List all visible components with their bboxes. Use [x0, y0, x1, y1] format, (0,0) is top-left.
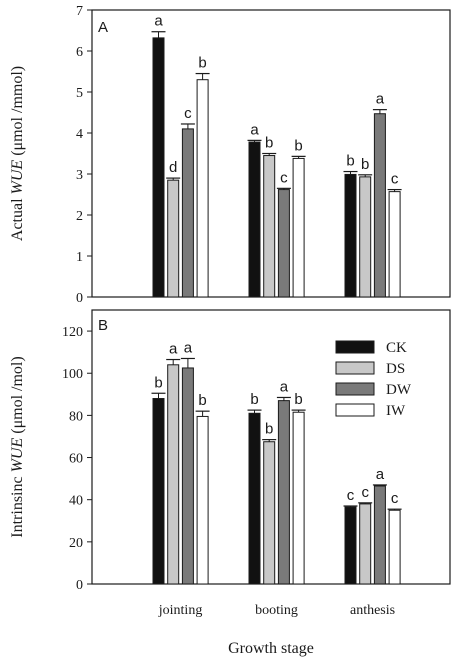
- legend-label-DS: DS: [386, 361, 405, 377]
- sig-letter-a-DW-jointing: c: [184, 105, 192, 122]
- y-axis-title-b: Intrinsinc WUE (μmol /mol): [9, 356, 26, 537]
- sig-letter-b-DW-anthesis: a: [376, 466, 385, 483]
- bar-b-DW-booting: [277, 400, 290, 585]
- y-tick-label-b-2: 40: [69, 494, 83, 509]
- category-label-booting: booting: [255, 603, 298, 618]
- bar-a-DS-booting: [263, 155, 276, 298]
- sig-letter-b-DS-anthesis: c: [361, 484, 369, 501]
- sig-letter-b-IW-booting: b: [294, 391, 302, 408]
- y-tick-label-b-5: 100: [62, 367, 83, 382]
- y-tick-label-b-0: 0: [76, 578, 83, 593]
- bar-b-DS-booting: [263, 441, 276, 585]
- legend-swatch-CK: [335, 340, 375, 354]
- bar-a-IW-anthesis: [388, 191, 401, 298]
- sig-letter-b-DW-booting: a: [280, 378, 289, 395]
- sig-letter-a-IW-booting: b: [294, 137, 302, 154]
- bar-b-DS-jointing: [167, 364, 180, 585]
- bar-b-DW-anthesis: [373, 485, 386, 585]
- bar-a-IW-jointing: [196, 79, 209, 298]
- panel-label-b: B: [98, 317, 108, 334]
- bar-a-DW-anthesis: [373, 113, 386, 298]
- sig-letter-b-DS-jointing: a: [169, 341, 178, 358]
- legend-swatch-DS: [335, 361, 375, 375]
- y-tick-label-a-6: 6: [76, 45, 83, 60]
- legend-label-IW: IW: [386, 403, 406, 419]
- bar-b-DW-jointing: [181, 367, 194, 585]
- y-tick-label-a-7: 7: [76, 4, 83, 19]
- bar-a-DW-jointing: [181, 128, 194, 298]
- sig-letter-b-DS-booting: b: [265, 421, 273, 438]
- bar-a-CK-booting: [248, 141, 261, 298]
- bar-b-CK-anthesis: [344, 506, 357, 585]
- legend-swatch-DW: [335, 382, 375, 396]
- panel-label-a: A: [98, 19, 108, 36]
- y-axis-title-a: Actual WUE (μmol /mmol): [9, 66, 26, 241]
- panel-b: B 0 20 40 60 80 100 120 Intrinsinc WUE (μmol /mo…: [9, 309, 451, 593]
- sig-letter-a-DS-booting: b: [265, 135, 273, 152]
- bar-a-DS-anthesis: [359, 176, 372, 298]
- bar-b-DS-anthesis: [359, 503, 372, 585]
- sig-letter-b-DW-jointing: a: [184, 339, 193, 356]
- sig-letter-b-CK-anthesis: c: [347, 487, 355, 504]
- x-category-labels: jointing booting anthesis: [158, 603, 395, 618]
- y-tick-label-a-5: 5: [76, 86, 83, 101]
- bar-b-IW-anthesis: [388, 509, 401, 585]
- y-tick-label-a-0: 0: [76, 291, 83, 306]
- sig-letter-a-DS-anthesis: b: [361, 156, 369, 173]
- sig-letter-a-IW-jointing: b: [198, 55, 206, 72]
- category-label-anthesis: anthesis: [350, 603, 395, 618]
- y-tick-label-b-6: 120: [62, 325, 83, 340]
- bar-a-DW-booting: [277, 189, 290, 298]
- sig-letter-b-CK-jointing: b: [154, 374, 162, 391]
- y-tick-label-a-2: 2: [76, 209, 83, 224]
- bar-b-IW-booting: [292, 411, 305, 585]
- sig-letter-a-DW-anthesis: a: [376, 91, 385, 108]
- legend-swatch-IW: [335, 403, 375, 417]
- sig-letter-b-CK-booting: b: [250, 391, 258, 408]
- legend-label-DW: DW: [386, 382, 412, 398]
- y-tick-label-b-3: 60: [69, 452, 83, 467]
- bar-a-IW-booting: [292, 157, 305, 298]
- bar-a-CK-anthesis: [344, 173, 357, 298]
- bar-b-IW-jointing: [196, 415, 209, 585]
- bar-a-CK-jointing: [152, 37, 165, 298]
- y-tick-label-a-4: 4: [76, 127, 83, 142]
- y-tick-label-a-3: 3: [76, 168, 83, 183]
- sig-letter-a-DW-booting: c: [280, 169, 288, 186]
- sig-letter-a-CK-anthesis: b: [346, 153, 354, 170]
- y-tick-label-b-1: 20: [69, 536, 83, 551]
- sig-letter-b-IW-anthesis: c: [391, 490, 399, 507]
- sig-letter-b-IW-jointing: b: [198, 392, 206, 409]
- x-axis-title: Growth stage: [228, 640, 314, 657]
- sig-letter-a-CK-booting: a: [250, 121, 259, 138]
- sig-letter-a-CK-jointing: a: [154, 13, 163, 30]
- y-tick-label-b-4: 80: [69, 409, 83, 424]
- sig-letter-a-IW-anthesis: c: [391, 171, 399, 188]
- bar-b-CK-booting: [248, 412, 261, 585]
- category-label-jointing: jointing: [158, 603, 203, 618]
- bar-b-CK-jointing: [152, 398, 165, 585]
- legend-label-CK: CK: [386, 340, 407, 356]
- y-tick-label-a-1: 1: [76, 250, 83, 265]
- bar-a-DS-jointing: [167, 179, 180, 298]
- sig-letter-a-DS-jointing: d: [169, 159, 177, 176]
